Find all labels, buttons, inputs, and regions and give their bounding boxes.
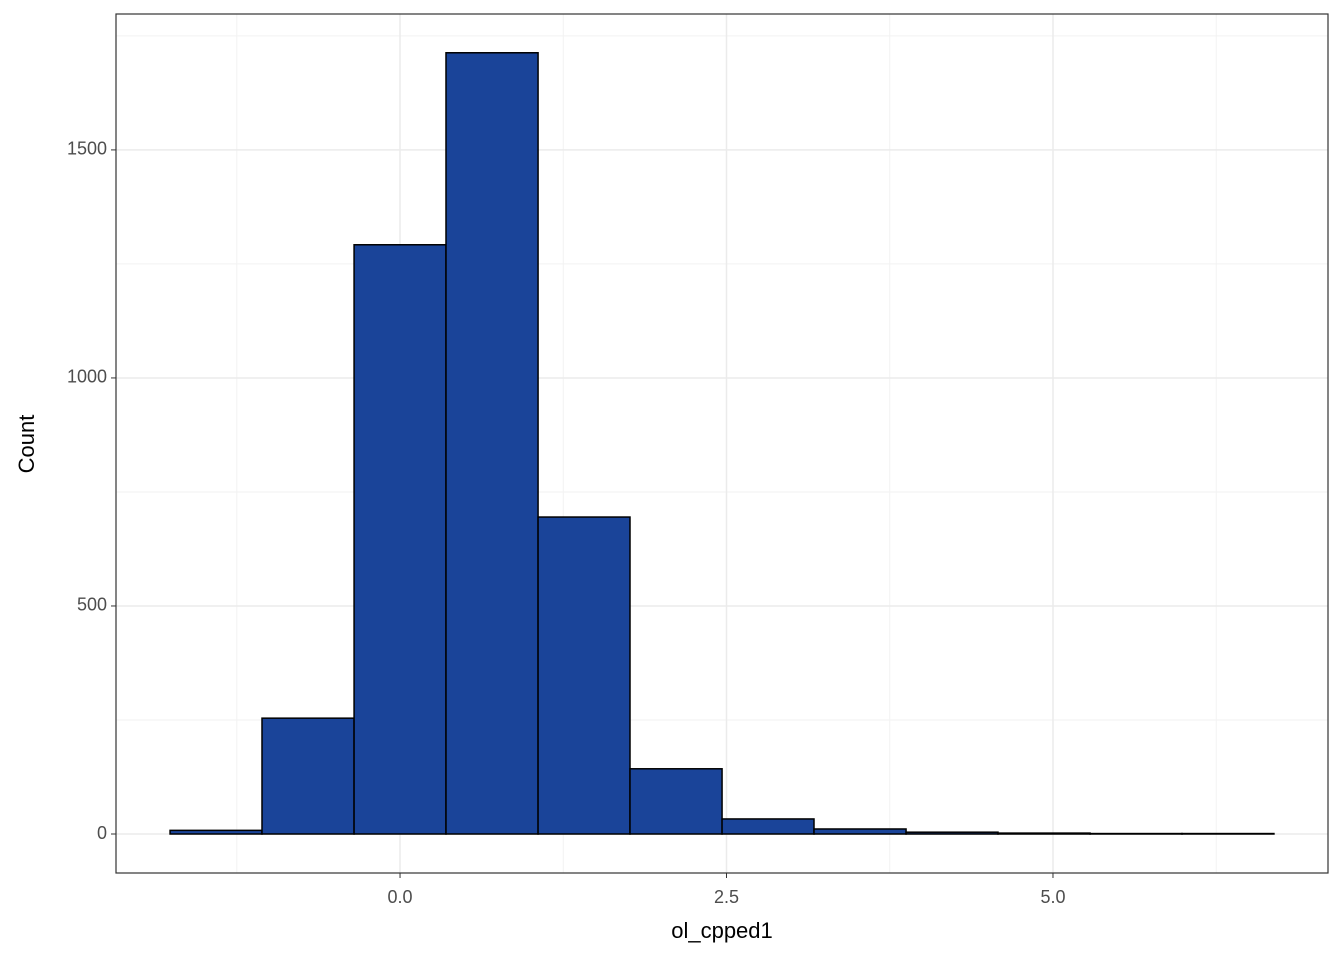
bar xyxy=(537,516,631,835)
plot-border xyxy=(115,13,1329,874)
x-tick-label: 5.0 xyxy=(1040,887,1065,907)
y-tick-label: 1500 xyxy=(67,139,107,159)
bar xyxy=(353,244,447,835)
y-tick-label: 500 xyxy=(77,595,107,615)
y-axis-title: Count xyxy=(14,415,39,474)
bar xyxy=(721,818,815,835)
x-tick-label: 0.0 xyxy=(388,887,413,907)
x-axis-title: ol_cpped1 xyxy=(671,918,773,943)
y-tick-label: 1000 xyxy=(67,367,107,387)
bar xyxy=(445,52,539,835)
bar xyxy=(169,829,263,835)
bar xyxy=(813,828,907,835)
x-tick-label: 2.5 xyxy=(714,887,739,907)
bar xyxy=(629,768,723,835)
bar xyxy=(997,832,1091,835)
bar xyxy=(261,717,355,835)
bar xyxy=(905,831,999,835)
y-tick-label: 0 xyxy=(97,823,107,843)
